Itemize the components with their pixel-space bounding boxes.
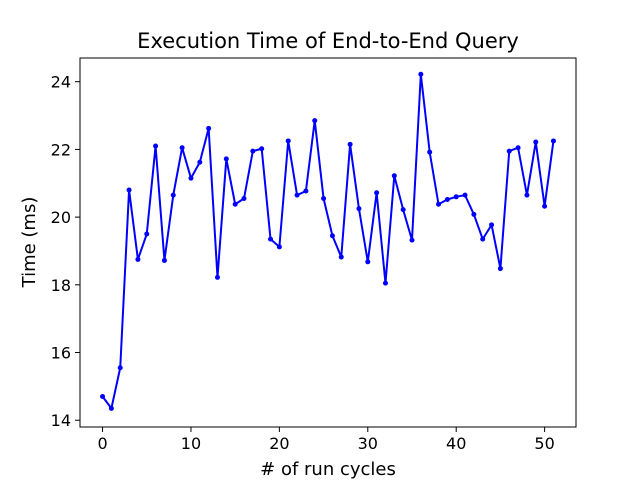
data-point (250, 148, 256, 154)
chart-title: Execution Time of End-to-End Query (137, 29, 519, 53)
series-line (101, 73, 555, 410)
data-point (135, 256, 141, 262)
data-point (108, 405, 114, 411)
data-point (259, 146, 265, 152)
data-point (294, 192, 300, 198)
data-point (444, 197, 450, 203)
data-point (170, 192, 176, 198)
data-point (374, 190, 380, 196)
data-point (312, 118, 318, 124)
y-tick-label: 20 (51, 208, 71, 227)
data-point (533, 139, 539, 145)
x-tick-label: 50 (534, 434, 554, 453)
x-tick-label: 40 (446, 434, 466, 453)
series-layer (100, 71, 556, 411)
y-axis-label: Time (ms) (19, 197, 40, 289)
data-point (506, 148, 512, 154)
x-tick-label: 10 (181, 434, 201, 453)
y-tick-label: 16 (51, 344, 71, 363)
y-tick-label: 24 (51, 73, 71, 92)
y-tick-label: 22 (51, 140, 71, 159)
data-point (329, 233, 335, 239)
data-point (153, 143, 159, 149)
data-point (356, 206, 362, 212)
plot-area (79, 57, 577, 428)
data-point (418, 71, 424, 77)
y-tick-label: 14 (51, 411, 71, 430)
data-point (480, 236, 486, 242)
data-point (462, 192, 468, 198)
data-point (515, 145, 521, 151)
data-point (497, 266, 503, 272)
x-tick-label: 30 (358, 434, 378, 453)
data-point (232, 201, 238, 207)
data-point (365, 259, 371, 265)
x-axis: 0 10 20 30 40 50 (97, 427, 555, 453)
data-point (144, 231, 150, 237)
data-point (542, 203, 548, 209)
data-point (338, 254, 344, 260)
data-point (161, 257, 167, 263)
x-tick-label: 20 (269, 434, 289, 453)
data-point (321, 195, 327, 201)
data-point (223, 156, 229, 162)
data-point (453, 194, 459, 200)
x-tick-label: 0 (97, 434, 107, 453)
data-point (188, 175, 194, 181)
data-point (268, 236, 274, 242)
data-point (179, 145, 185, 151)
y-tick-label: 18 (51, 276, 71, 295)
data-point (471, 211, 477, 217)
data-point (409, 237, 415, 243)
data-point (276, 244, 282, 250)
data-point (303, 188, 309, 194)
data-point (524, 192, 530, 198)
data-point (391, 173, 397, 179)
data-point (100, 394, 106, 400)
y-axis: 14 16 18 20 22 24 (51, 73, 80, 430)
data-point (436, 201, 442, 207)
data-point (550, 138, 556, 144)
data-point (489, 222, 495, 228)
data-point (117, 365, 123, 371)
data-point (206, 125, 212, 131)
data-point (241, 195, 247, 201)
data-point (382, 280, 388, 286)
data-point (427, 149, 433, 155)
data-point (400, 207, 406, 213)
x-axis-label: # of run cycles (260, 459, 396, 480)
data-point (347, 141, 353, 147)
data-point (126, 187, 132, 193)
plot-frame (79, 57, 577, 428)
data-point (197, 159, 203, 165)
data-point (285, 138, 291, 144)
data-point (214, 274, 220, 280)
